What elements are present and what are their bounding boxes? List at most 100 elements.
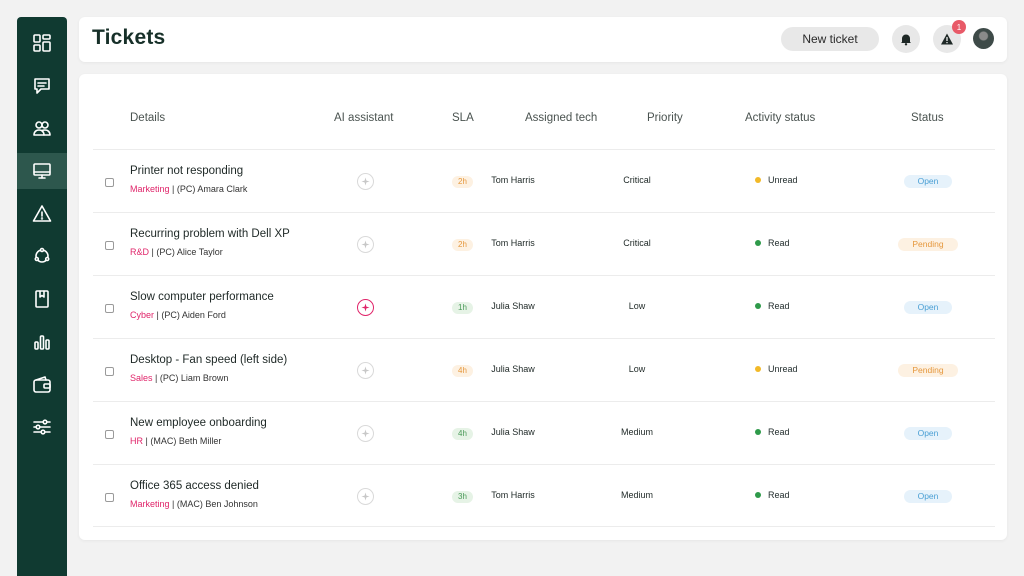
ticket-title[interactable]: New employee onboarding bbox=[130, 417, 267, 429]
ticket-title[interactable]: Office 365 access denied bbox=[130, 480, 259, 492]
status-badge[interactable]: Pending bbox=[898, 238, 958, 251]
assigned-tech: Julia Shaw bbox=[491, 364, 535, 374]
sla-badge: 3h bbox=[452, 491, 473, 503]
ticket-device-user: | (MAC) Beth Miller bbox=[143, 436, 222, 446]
priority: Low bbox=[628, 364, 646, 374]
sla-badge: 2h bbox=[452, 239, 473, 251]
nav-settings[interactable] bbox=[17, 409, 67, 445]
alerts-count-badge: 1 bbox=[952, 20, 966, 34]
status-badge[interactable]: Open bbox=[904, 301, 952, 314]
alert-triangle-icon bbox=[32, 204, 52, 222]
ticket-department: HR bbox=[130, 436, 143, 446]
table-row[interactable]: Office 365 access denied Marketing | (MAC… bbox=[93, 464, 995, 527]
dashboard-icon bbox=[33, 34, 51, 52]
ticket-title[interactable]: Recurring problem with Dell XP bbox=[130, 228, 290, 240]
priority: Medium bbox=[620, 490, 653, 500]
users-icon bbox=[33, 121, 51, 137]
ticket-meta: Cyber | (PC) Aiden Ford bbox=[130, 310, 226, 320]
activity-label: Read bbox=[768, 427, 790, 437]
header: Tickets New ticket 1 bbox=[79, 17, 1007, 62]
activity-label: Unread bbox=[768, 364, 798, 374]
nav-dashboard[interactable] bbox=[17, 25, 67, 61]
sla-badge: 2h bbox=[452, 176, 473, 188]
table-row[interactable]: Recurring problem with Dell XP R&D | (PC)… bbox=[93, 212, 995, 275]
row-checkbox[interactable] bbox=[105, 493, 114, 502]
activity-status: Read bbox=[755, 490, 790, 500]
wallet-icon bbox=[33, 375, 51, 393]
table-row[interactable]: Slow computer performance Cyber | (PC) Ai… bbox=[93, 275, 995, 338]
activity-dot bbox=[755, 177, 761, 183]
nav-billing[interactable] bbox=[17, 367, 67, 403]
new-ticket-button[interactable]: New ticket bbox=[781, 27, 879, 51]
sparkle-icon bbox=[361, 240, 370, 249]
col-header-priority: Priority bbox=[647, 112, 683, 124]
ticket-department: Marketing bbox=[130, 499, 170, 509]
activity-label: Read bbox=[768, 238, 790, 248]
table-row[interactable]: Printer not responding Marketing | (PC) A… bbox=[93, 149, 995, 212]
assigned-tech: Tom Harris bbox=[491, 175, 535, 185]
avatar[interactable] bbox=[973, 28, 994, 49]
ticket-meta: HR | (MAC) Beth Miller bbox=[130, 436, 221, 446]
col-header-activity-status: Activity status bbox=[745, 112, 816, 124]
col-header-sla: SLA bbox=[452, 112, 474, 124]
ticket-meta: Marketing | (PC) Amara Clark bbox=[130, 184, 247, 194]
ai-assistant-button[interactable] bbox=[357, 425, 374, 442]
assigned-tech: Tom Harris bbox=[491, 490, 535, 500]
nav-users[interactable] bbox=[17, 110, 67, 146]
warning-icon bbox=[941, 33, 953, 45]
ticket-department: Cyber bbox=[130, 310, 155, 320]
activity-label: Unread bbox=[768, 175, 798, 185]
tickets-table: Details AI assistant SLA Assigned tech P… bbox=[79, 74, 1007, 540]
nav-reports[interactable] bbox=[17, 324, 67, 360]
ticket-title[interactable]: Desktop - Fan speed (left side) bbox=[130, 354, 288, 366]
col-header-details: Details bbox=[130, 112, 166, 124]
table-row[interactable]: Desktop - Fan speed (left side) Sales | (… bbox=[93, 338, 995, 401]
activity-status: Unread bbox=[755, 175, 798, 185]
nav-messages[interactable] bbox=[17, 68, 67, 104]
ticket-meta: R&D | (PC) Alice Taylor bbox=[130, 247, 223, 257]
sla-badge: 4h bbox=[452, 428, 473, 440]
ticket-title[interactable]: Printer not responding bbox=[130, 165, 244, 177]
row-checkbox[interactable] bbox=[105, 367, 114, 376]
activity-dot bbox=[755, 429, 761, 435]
activity-status: Unread bbox=[755, 364, 798, 374]
monitor-icon bbox=[33, 163, 51, 179]
bar-chart-icon bbox=[34, 335, 50, 350]
ticket-device-user: | (PC) Liam Brown bbox=[152, 373, 229, 383]
sparkle-icon bbox=[361, 177, 370, 186]
ai-assistant-button[interactable] bbox=[357, 362, 374, 379]
table-row[interactable]: New employee onboarding HR | (MAC) Beth M… bbox=[93, 401, 995, 464]
nav-network[interactable] bbox=[17, 238, 67, 274]
row-checkbox[interactable] bbox=[105, 430, 114, 439]
ai-assistant-button[interactable] bbox=[357, 299, 374, 316]
ai-assistant-button[interactable] bbox=[357, 173, 374, 190]
status-badge[interactable]: Open bbox=[904, 427, 952, 440]
page-title: Tickets bbox=[92, 26, 166, 49]
status-badge[interactable]: Open bbox=[904, 490, 952, 503]
ticket-department: Sales bbox=[130, 373, 153, 383]
ticket-device-user: | (PC) Aiden Ford bbox=[154, 310, 226, 320]
notifications-button[interactable] bbox=[892, 25, 920, 53]
bell-icon bbox=[901, 34, 911, 46]
ticket-device-user: | (PC) Alice Taylor bbox=[149, 247, 223, 257]
ai-assistant-button[interactable] bbox=[357, 236, 374, 253]
ticket-device-user: | (MAC) Ben Johnson bbox=[169, 499, 258, 509]
priority: Medium bbox=[620, 427, 653, 437]
book-icon bbox=[35, 290, 49, 308]
ticket-meta: Marketing | (MAC) Ben Johnson bbox=[130, 499, 258, 509]
sliders-icon bbox=[33, 419, 51, 435]
nav-knowledge-base[interactable] bbox=[17, 281, 67, 317]
nav-alerts[interactable] bbox=[17, 196, 67, 232]
row-checkbox[interactable] bbox=[105, 241, 114, 250]
sidebar bbox=[17, 17, 67, 576]
activity-status: Read bbox=[755, 238, 790, 248]
status-badge[interactable]: Pending bbox=[898, 364, 958, 377]
row-checkbox[interactable] bbox=[105, 304, 114, 313]
row-checkbox[interactable] bbox=[105, 178, 114, 187]
sparkle-icon bbox=[361, 429, 370, 438]
ticket-title[interactable]: Slow computer performance bbox=[130, 291, 274, 303]
nav-devices[interactable] bbox=[17, 153, 67, 190]
status-badge[interactable]: Open bbox=[904, 175, 952, 188]
ai-assistant-button[interactable] bbox=[357, 488, 374, 505]
col-header-ai-assistant: AI assistant bbox=[334, 112, 394, 124]
